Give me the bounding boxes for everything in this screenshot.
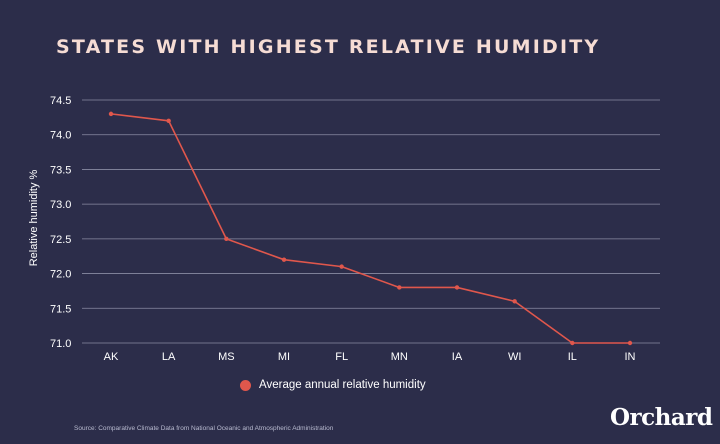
x-tick-label: FL (335, 351, 348, 363)
y-tick-label: 74.5 (50, 95, 71, 107)
x-tick-label: MN (391, 351, 408, 363)
x-tick-label: IA (452, 351, 463, 363)
data-point (397, 285, 402, 290)
x-tick-label: IL (568, 351, 577, 363)
x-tick-label: IN (625, 351, 636, 363)
legend: Average annual relative humidity (240, 379, 426, 391)
x-tick-label: MS (218, 351, 235, 363)
data-point (224, 236, 229, 242)
legend-marker (240, 379, 251, 391)
x-tick-label: MI (278, 351, 290, 363)
series-line (110, 113, 630, 344)
data-point (166, 118, 171, 124)
y-tick-label: 72.5 (50, 234, 71, 246)
source-note: Source: Comparative Climate Data from Na… (74, 425, 334, 432)
x-tick-label: WI (508, 351, 521, 363)
x-tick-label: AK (104, 351, 119, 363)
chart-title: STATES WITH HIGHEST RELATIVE HUMIDITY (56, 36, 601, 58)
y-tick-label: 74.0 (50, 130, 71, 142)
y-tick-label: 71.0 (50, 338, 71, 350)
data-point (454, 285, 460, 290)
data-point (570, 340, 575, 346)
orchard-logo: Orchard (610, 404, 713, 431)
data-point (339, 264, 344, 269)
x-tick-label: LA (162, 351, 176, 363)
y-tick-label: 71.5 (50, 303, 71, 315)
data-point (512, 299, 517, 304)
legend-label: Average annual relative humidity (259, 379, 426, 391)
data-point (108, 111, 114, 117)
data-point (627, 340, 633, 346)
y-tick-label: 73.0 (50, 199, 71, 211)
data-point (281, 257, 287, 262)
y-tick-label: 73.5 (50, 164, 71, 176)
y-tick-label: 72.0 (50, 269, 71, 281)
